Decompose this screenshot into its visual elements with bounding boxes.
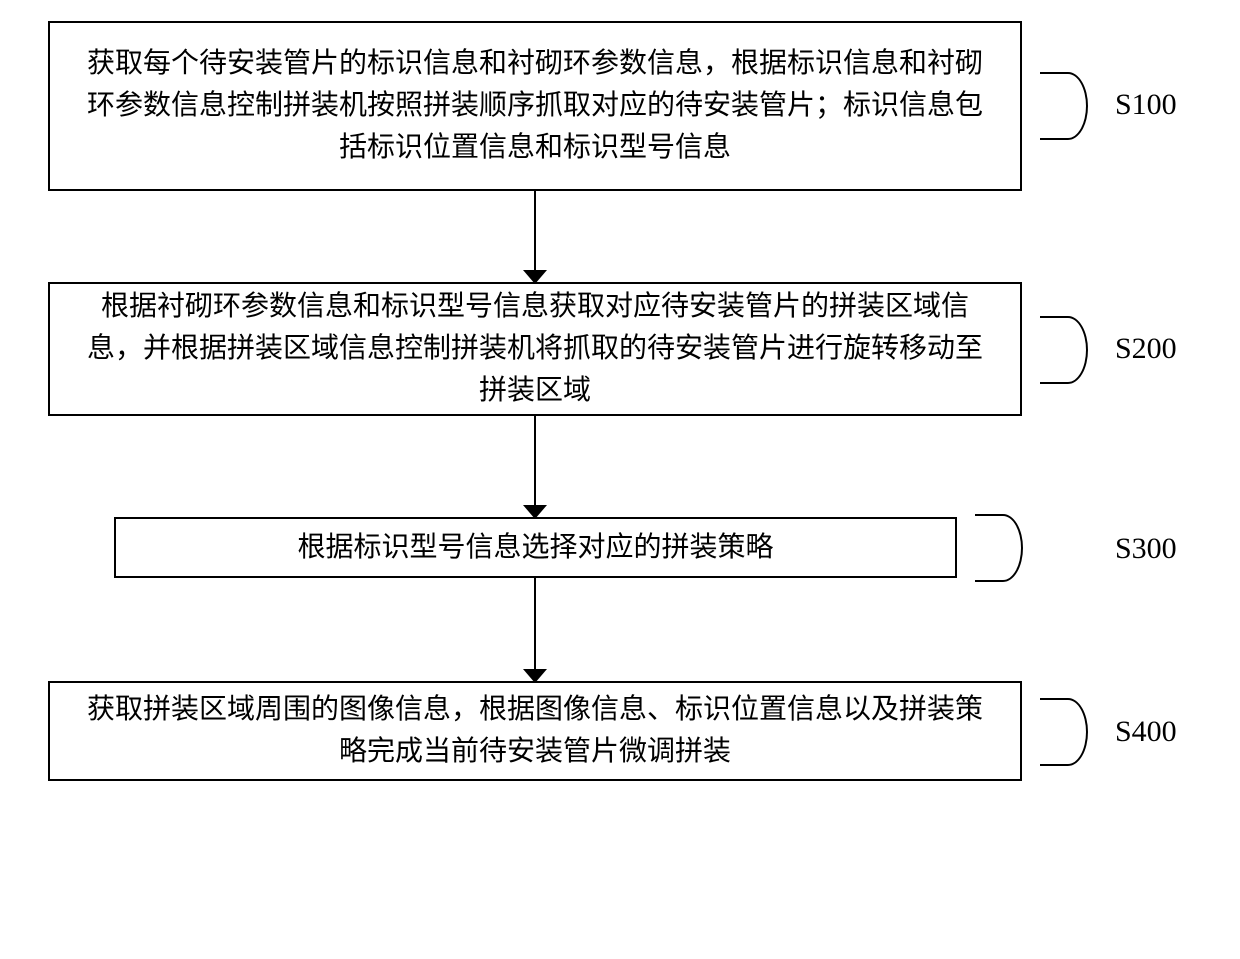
flow-node-s300: 根据标识型号信息选择对应的拼装策略 [114,517,957,578]
flow-node-text: 根据标识型号信息选择对应的拼装策略 [297,527,773,569]
step-label-s100: S100 [1115,88,1177,122]
step-label-s300: S300 [1115,532,1177,566]
flow-node-text: 获取每个待安装管片的标识信息和衬砌环参数信息，根据标识信息和衬砌环参数信息控制拼… [74,43,996,169]
brace-s300 [975,514,1023,582]
step-label-s400: S400 [1115,715,1177,749]
step-label-s200: S200 [1115,332,1177,366]
flow-node-s200: 根据衬砌环参数信息和标识型号信息获取对应待安装管片的拼装区域信息，并根据拼装区域… [48,282,1022,416]
flow-node-text: 获取拼装区域周围的图像信息，根据图像信息、标识位置信息以及拼装策略完成当前待安装… [74,689,996,773]
brace-s100 [1040,72,1088,140]
brace-s400 [1040,698,1088,766]
arrow-line-1 [534,191,536,270]
flow-node-s100: 获取每个待安装管片的标识信息和衬砌环参数信息，根据标识信息和衬砌环参数信息控制拼… [48,21,1022,191]
flowchart-canvas: 获取每个待安装管片的标识信息和衬砌环参数信息，根据标识信息和衬砌环参数信息控制拼… [0,0,1240,959]
flow-node-text: 根据衬砌环参数信息和标识型号信息获取对应待安装管片的拼装区域信息，并根据拼装区域… [74,286,996,412]
arrow-line-2 [534,416,536,505]
brace-s200 [1040,316,1088,384]
arrow-line-3 [534,578,536,669]
flow-node-s400: 获取拼装区域周围的图像信息，根据图像信息、标识位置信息以及拼装策略完成当前待安装… [48,681,1022,781]
